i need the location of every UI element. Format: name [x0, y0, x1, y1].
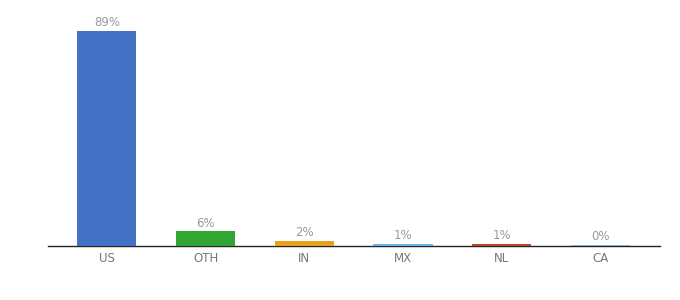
Bar	[472, 244, 531, 246]
Text: 1%: 1%	[394, 229, 412, 242]
Bar	[78, 31, 137, 246]
Bar	[373, 244, 432, 246]
Text: 89%: 89%	[94, 16, 120, 29]
Bar	[275, 241, 334, 246]
Text: 1%: 1%	[492, 229, 511, 242]
Bar	[176, 232, 235, 246]
Text: 2%: 2%	[295, 226, 313, 239]
Text: 0%: 0%	[591, 230, 610, 243]
Bar	[571, 245, 630, 246]
Text: 6%: 6%	[197, 217, 215, 230]
